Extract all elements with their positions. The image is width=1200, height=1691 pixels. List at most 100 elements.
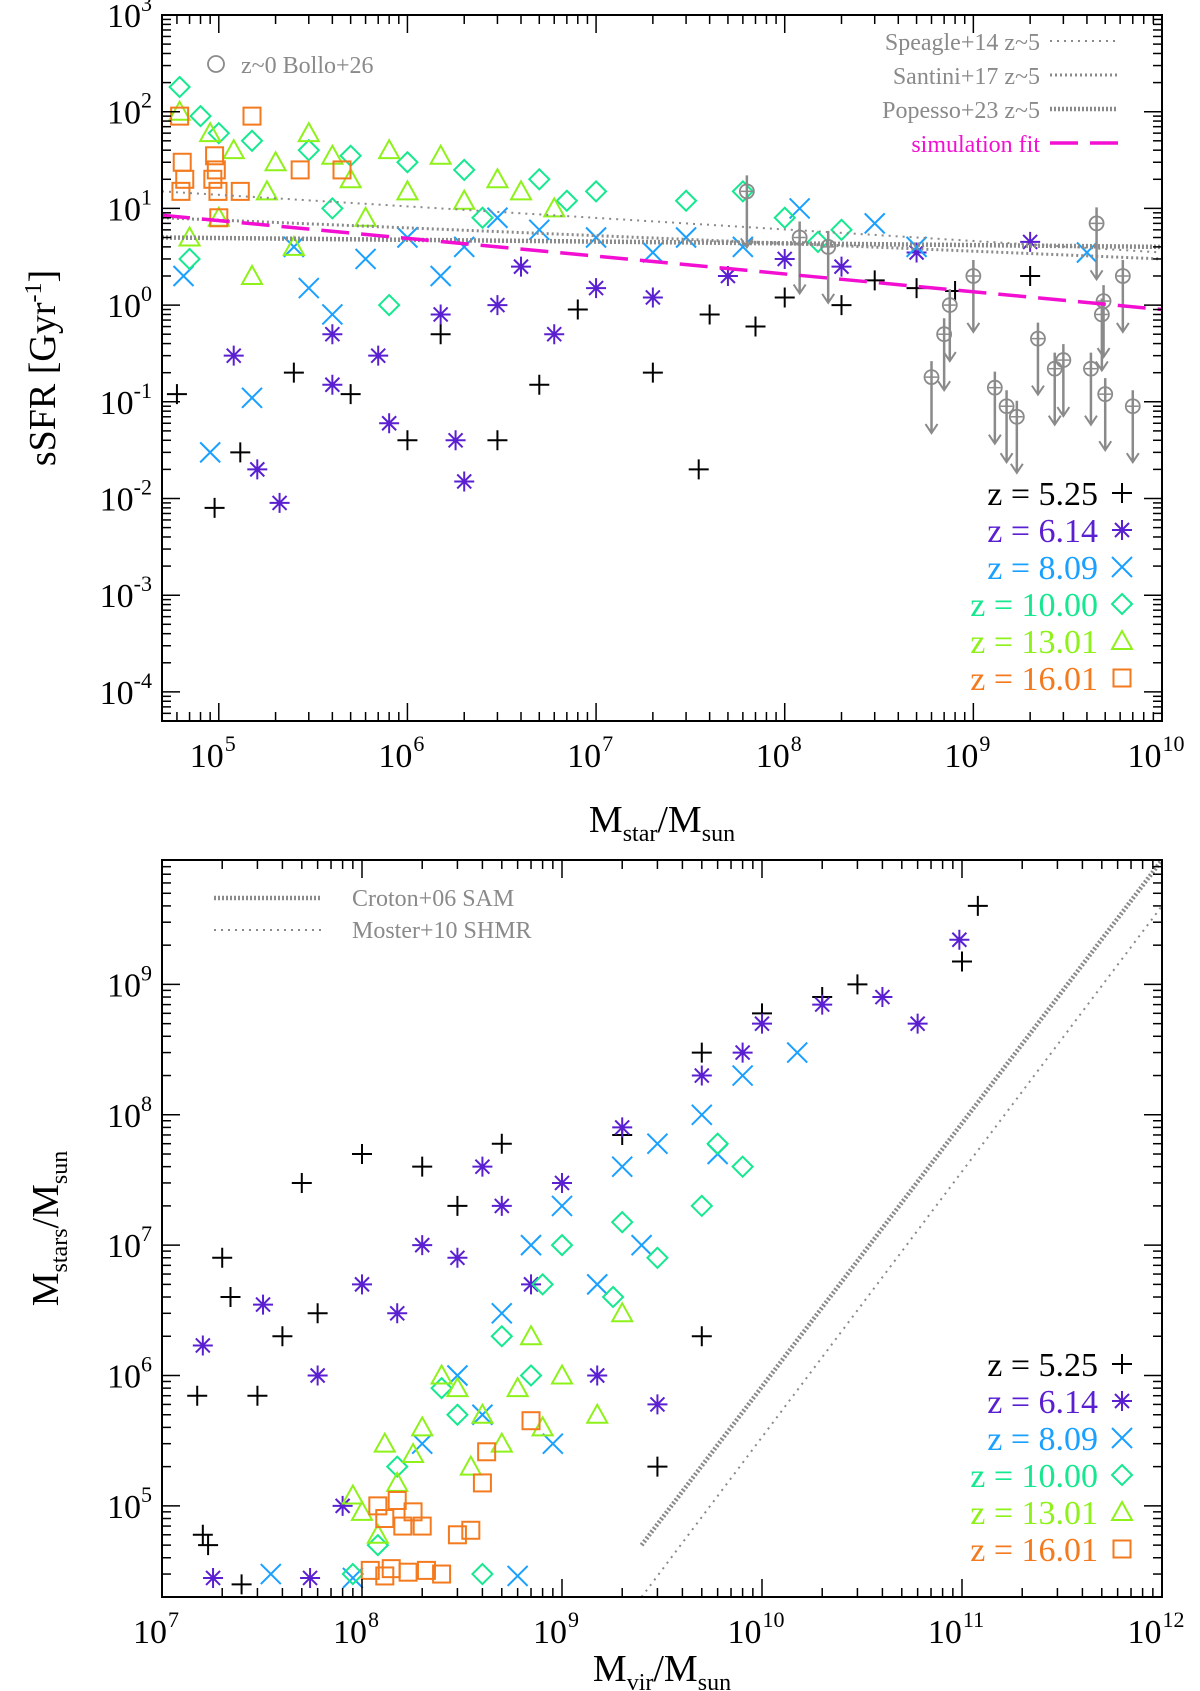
- point-s4-5: [470, 1402, 495, 1424]
- point-s0-18: [745, 316, 766, 337]
- point-s3-18: [555, 189, 579, 213]
- point-s4-16: [530, 1415, 555, 1437]
- point-s4-5: [377, 138, 401, 160]
- point-s4-15: [350, 1499, 374, 1521]
- obs-arrow-15: [1098, 440, 1113, 452]
- obs-arrow-2: [937, 380, 951, 393]
- ssfr-panel: 105 106 107 108 109 1010 10-4 10-3 10-2 10-1 100 10…: [21, 0, 1185, 847]
- point-s1-6: [412, 1235, 433, 1256]
- legend-label-5: z = 16.01: [970, 661, 1098, 698]
- point-s4-10: [282, 234, 306, 256]
- point-s0-4: [340, 384, 361, 405]
- point-s1-2: [322, 324, 343, 345]
- legend-marker-1: [1112, 1391, 1132, 1411]
- redshift-legend: z = 5.25z = 6.14z = 8.09z = 10.00z = 13.…: [970, 476, 1134, 698]
- point-s3-0: [168, 75, 192, 99]
- point-s4-8: [550, 1363, 574, 1385]
- obs-arrow-19: [821, 293, 836, 305]
- point-s0-4: [247, 1385, 268, 1406]
- point-s1-10: [552, 1172, 572, 1193]
- x-tick-label-5: 1012: [1128, 1607, 1185, 1651]
- legend-label-0: z = 5.25: [987, 476, 1098, 513]
- point-s0-3: [220, 1287, 241, 1308]
- reference-label-0: Speagle+14 z~5: [885, 30, 1040, 56]
- point-s1-21: [472, 1156, 493, 1177]
- point-s4-11: [429, 1363, 454, 1385]
- point-s1-6: [487, 295, 508, 316]
- y-tick-label-3: 10-1: [100, 378, 152, 422]
- point-s2-8: [646, 1132, 669, 1155]
- obs-point-8: [1030, 330, 1046, 347]
- point-s4-2: [222, 138, 246, 160]
- reference-legend: Croton+06 SAM Moster+10 SHMR: [214, 886, 532, 944]
- x-tick-label-2: 107: [567, 731, 613, 775]
- point-s3-12: [470, 1562, 494, 1586]
- point-s3-17: [178, 247, 201, 271]
- point-s1-15: [872, 987, 893, 1008]
- obs-arrow-1: [924, 423, 939, 435]
- point-s3-4: [531, 1272, 555, 1296]
- point-s0-11: [831, 295, 852, 316]
- obs-point-5: [986, 379, 1003, 396]
- obs-arrow-17: [1125, 452, 1140, 465]
- point-s5-12: [381, 1559, 401, 1579]
- point-s5-5: [412, 1516, 432, 1536]
- point-s4-3: [410, 1415, 434, 1437]
- point-s3-16: [471, 206, 494, 230]
- x-tick-label-1: 108: [333, 1607, 379, 1651]
- point-s0-1: [198, 1535, 219, 1556]
- point-s5-6: [447, 1525, 467, 1545]
- point-s0-12: [864, 270, 885, 291]
- point-s2-10: [732, 236, 754, 258]
- legend-marker-3: [1110, 592, 1134, 616]
- point-s3-1: [385, 1455, 409, 1479]
- point-s2-13: [506, 1565, 529, 1587]
- point-s5-12: [332, 160, 352, 180]
- point-s5-4: [205, 146, 225, 166]
- legend-marker-5: [1112, 668, 1132, 688]
- point-s0-17: [952, 951, 972, 972]
- point-s1-11: [612, 1117, 633, 1138]
- legend-label-1: z = 6.14: [987, 1384, 1098, 1421]
- point-s1-4: [430, 304, 451, 325]
- reference-label-1: Moster+10 SHMR: [352, 918, 532, 944]
- obs-arrow-9: [1047, 415, 1062, 427]
- point-s3-8: [690, 1194, 714, 1218]
- legend-label-1: z = 6.14: [987, 513, 1098, 550]
- point-s1-8: [586, 278, 607, 299]
- point-s5-16: [375, 1566, 395, 1586]
- point-s0-16: [567, 299, 588, 320]
- obs-arrow-6: [999, 452, 1014, 465]
- x-tick-label-1: 106: [378, 731, 424, 775]
- point-s4-7: [519, 1324, 543, 1346]
- point-s3-10: [674, 189, 698, 213]
- series-1: [192, 929, 970, 1588]
- point-s2-3: [298, 277, 320, 299]
- point-s0-2: [230, 442, 251, 463]
- point-s4-12: [401, 1441, 425, 1463]
- obs-point-16: [1114, 268, 1131, 284]
- legend-label-4: z = 13.01: [970, 1495, 1098, 1532]
- point-s2-7: [528, 219, 550, 241]
- obs-point-19: [820, 238, 837, 255]
- y-tick-label-6: 102: [107, 88, 152, 132]
- point-s3-9: [706, 1132, 730, 1156]
- obs-arrow-18: [792, 283, 807, 296]
- obs-point-15: [1097, 386, 1114, 403]
- point-s3-14: [601, 1285, 625, 1309]
- obs-point-11: [1083, 360, 1099, 377]
- point-s5-7: [461, 1520, 481, 1540]
- point-s2-15: [630, 1234, 653, 1256]
- point-s1-9: [642, 287, 663, 308]
- point-s5-7: [208, 181, 228, 201]
- point-s2-15: [321, 303, 344, 326]
- y-axis-title: sSFR [Gyr-1]: [21, 270, 64, 466]
- x-axis-title: Mvir/Msun: [593, 1648, 731, 1691]
- point-s1-9: [521, 1274, 542, 1295]
- reference-line-0: [162, 190, 1162, 254]
- point-s3-6: [396, 150, 419, 174]
- point-s1-12: [831, 256, 852, 277]
- point-s2-17: [429, 265, 452, 287]
- y-tick-label-7: 103: [107, 0, 152, 35]
- point-s2-12: [586, 1273, 608, 1296]
